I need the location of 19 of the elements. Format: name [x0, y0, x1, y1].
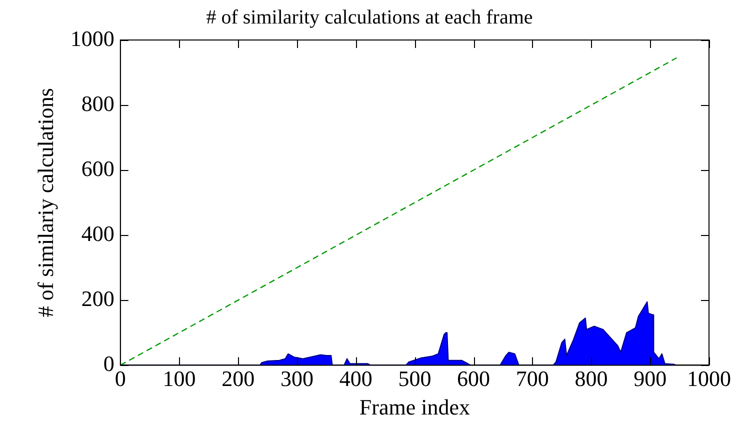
x-tick-label: 500	[398, 366, 432, 392]
x-tick-label: 700	[516, 366, 549, 392]
x-axis-title: Frame index	[359, 394, 470, 420]
y-axis-title: # of similariy calculations	[32, 88, 58, 318]
x-tick-label: 200	[222, 366, 255, 392]
x-tick-label: 400	[339, 366, 372, 392]
y-tick-label: 600	[81, 156, 114, 181]
x-tick-label: 1000	[687, 366, 731, 392]
y-tick-label: 400	[81, 220, 114, 246]
chart-title: # of similarity calculations at each frame	[206, 6, 533, 28]
y-tick-label: 800	[81, 90, 114, 116]
x-tick-label: 800	[574, 366, 608, 392]
x-tick-label: 100	[162, 366, 196, 392]
y-tick-label: 1000	[70, 26, 114, 51]
x-tick-label: 600	[457, 366, 490, 392]
x-tick-label: 900	[634, 366, 667, 392]
y-tick-label: 200	[81, 286, 114, 311]
y-tick-label: 0	[103, 350, 114, 376]
x-tick-label: 300	[280, 366, 314, 392]
